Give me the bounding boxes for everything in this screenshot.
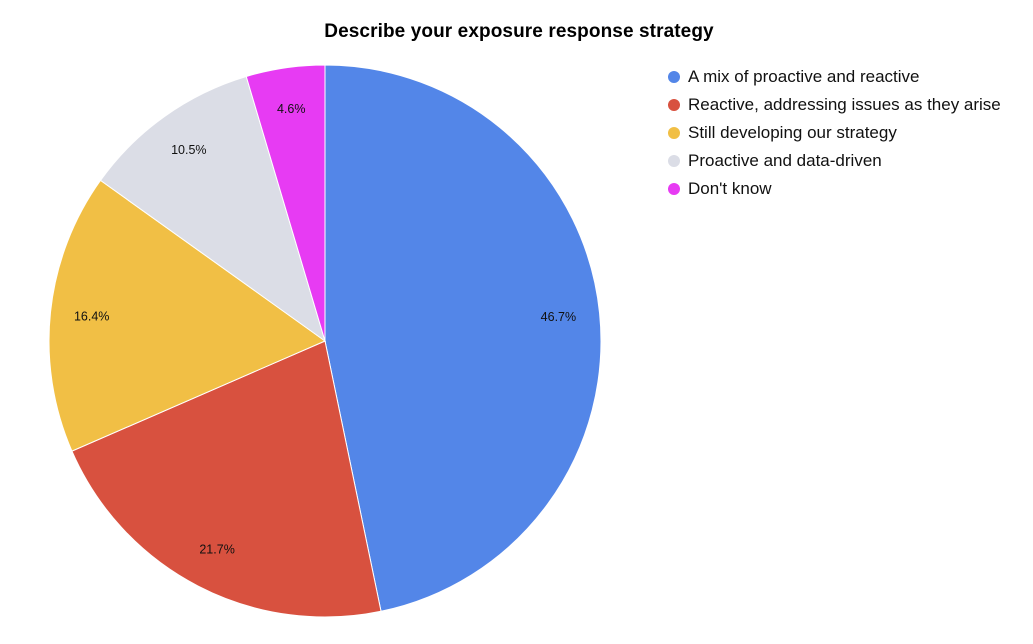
legend-swatch [668, 183, 680, 195]
pie-slice-don-t-know[interactable] [245, 64, 326, 342]
legend-swatch [668, 99, 680, 111]
pie-slice-a-mix-of-proactive-and-reactive[interactable] [324, 64, 602, 612]
chart-legend: A mix of proactive and reactive Reactive,… [668, 63, 1001, 203]
pie-slices [48, 64, 602, 618]
legend-swatch [668, 71, 680, 83]
chart-title: Describe your exposure response strategy [324, 21, 714, 42]
pie-slice-label: 46.7% [541, 310, 576, 324]
legend-item[interactable]: Still developing our strategy [668, 119, 1001, 147]
pie-slice-label: 16.4% [74, 309, 109, 323]
legend-item[interactable]: Don't know [668, 175, 1001, 203]
pie-slice-labels: 46.7% 21.7% 16.4% 10.5% 4.6% [74, 102, 576, 556]
legend-swatch [668, 155, 680, 167]
legend-label: Still developing our strategy [688, 123, 897, 142]
pie-slice-label: 4.6% [277, 102, 306, 116]
legend-item[interactable]: Reactive, addressing issues as they aris… [668, 91, 1001, 119]
legend-item[interactable]: Proactive and data-driven [668, 147, 1001, 175]
legend-item[interactable]: A mix of proactive and reactive [668, 63, 1001, 91]
pie-slice-label: 10.5% [171, 143, 206, 157]
pie-slice-reactive-addressing-issues-as-they-arise[interactable] [71, 340, 382, 618]
pie-slice-label: 21.7% [199, 542, 234, 556]
legend-swatch [668, 127, 680, 139]
legend-label: Don't know [688, 179, 772, 198]
pie-slice-proactive-and-data-driven[interactable] [99, 75, 326, 343]
legend-label: Proactive and data-driven [688, 151, 882, 170]
legend-label: Reactive, addressing issues as they aris… [688, 95, 1001, 114]
pie-slice-still-developing-our-strategy[interactable] [48, 179, 327, 452]
legend-label: A mix of proactive and reactive [688, 67, 920, 86]
